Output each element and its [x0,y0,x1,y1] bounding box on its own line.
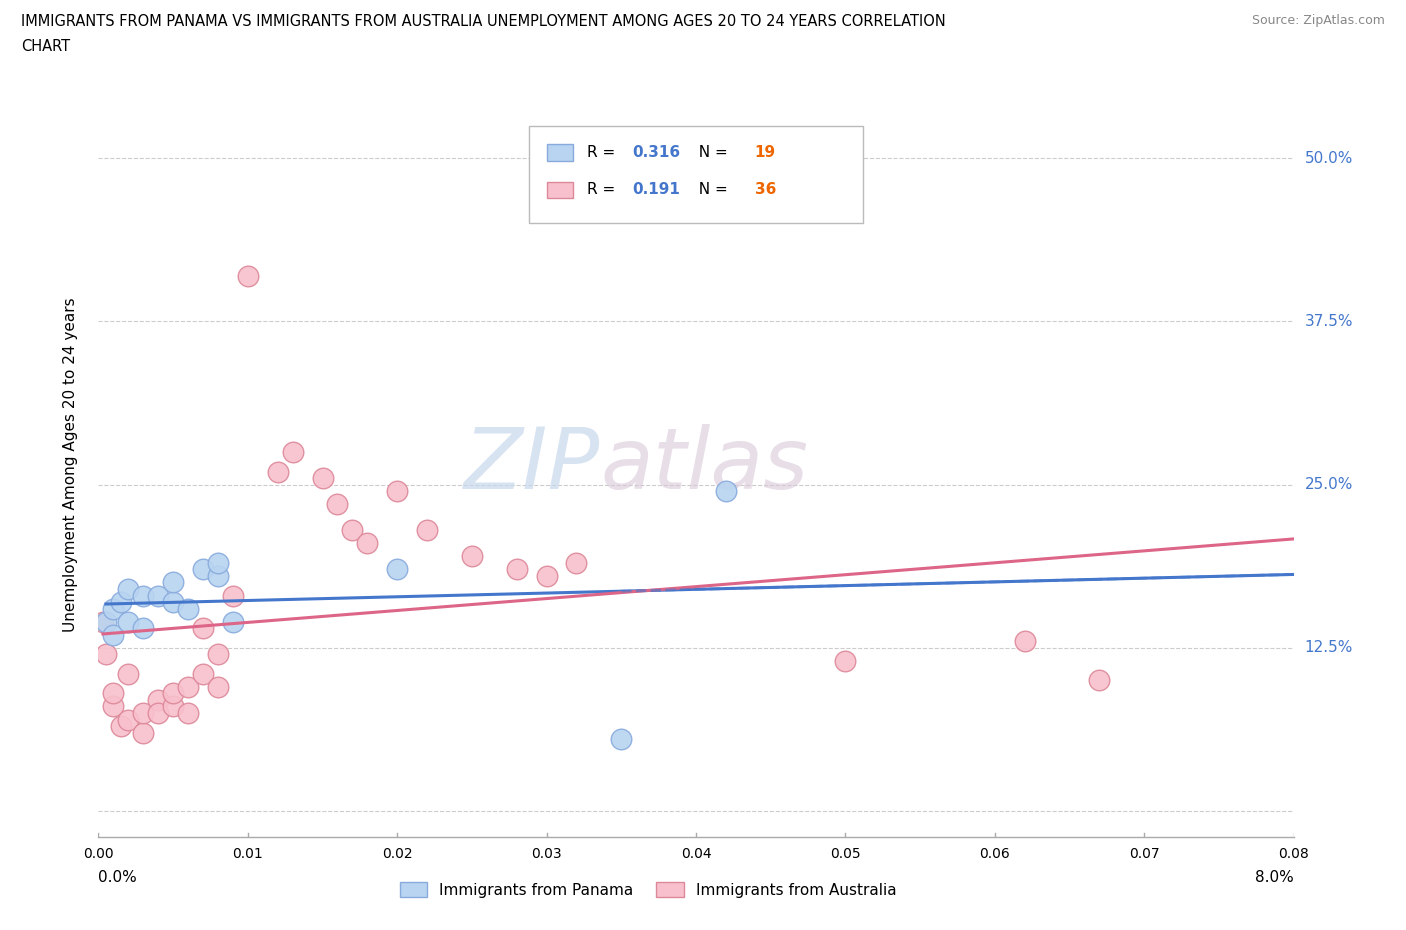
Point [356,536,378,551]
Point [610,732,633,747]
Point [191,620,214,635]
Point [103,601,125,616]
Text: 50.0%: 50.0% [1305,151,1353,166]
Point [281,445,304,459]
Text: ZIP: ZIP [464,423,600,507]
Point [326,497,349,512]
Point [207,680,229,695]
Bar [547,181,572,198]
Point [117,667,139,682]
Point [385,484,409,498]
Text: R =: R = [588,145,620,160]
Point [117,614,139,629]
Text: N =: N = [689,182,733,197]
Point [148,588,170,603]
Bar [547,144,572,161]
Text: 0.0%: 0.0% [98,870,138,884]
Point [536,568,558,583]
Text: IMMIGRANTS FROM PANAMA VS IMMIGRANTS FROM AUSTRALIA UNEMPLOYMENT AMONG AGES 20 T: IMMIGRANTS FROM PANAMA VS IMMIGRANTS FRO… [21,14,946,29]
Text: 36: 36 [755,182,776,197]
Point [191,562,214,577]
Text: 19: 19 [755,145,776,160]
Point [207,568,229,583]
Point [222,588,245,603]
Text: N =: N = [689,145,733,160]
Point [117,581,139,596]
Point [236,268,259,283]
FancyBboxPatch shape [529,126,863,223]
Point [103,699,125,714]
Point [1014,633,1036,648]
Text: R =: R = [588,182,620,197]
Point [416,523,439,538]
Point [191,667,214,682]
Point [132,620,155,635]
Point [207,555,229,570]
Text: 0.191: 0.191 [633,182,681,197]
Point [103,686,125,701]
Point [311,471,333,485]
Point [1088,673,1111,688]
Y-axis label: Unemployment Among Ages 20 to 24 years: Unemployment Among Ages 20 to 24 years [63,298,77,632]
Point [385,562,409,577]
Text: 0.316: 0.316 [633,145,681,160]
Point [91,614,114,629]
Point [132,725,155,740]
Point [117,712,139,727]
Point [177,680,200,695]
Point [162,575,184,590]
Legend: Immigrants from Panama, Immigrants from Australia: Immigrants from Panama, Immigrants from … [394,875,903,904]
Text: 37.5%: 37.5% [1305,314,1353,329]
Point [267,464,290,479]
Point [103,627,125,642]
Point [565,555,588,570]
Point [94,647,117,662]
Point [162,594,184,609]
Point [132,588,155,603]
Text: CHART: CHART [21,39,70,54]
Point [148,706,170,721]
Point [207,647,229,662]
Point [461,549,484,564]
Point [714,484,737,498]
Point [132,706,155,721]
Text: 25.0%: 25.0% [1305,477,1353,492]
Point [506,562,529,577]
Point [834,654,856,669]
Point [177,601,200,616]
Point [162,699,184,714]
Text: 12.5%: 12.5% [1305,640,1353,656]
Text: atlas: atlas [600,423,808,507]
Point [177,706,200,721]
Point [148,693,170,708]
Text: Source: ZipAtlas.com: Source: ZipAtlas.com [1251,14,1385,27]
Point [94,614,117,629]
Text: 8.0%: 8.0% [1254,870,1294,884]
Point [162,686,184,701]
Point [222,614,245,629]
Point [342,523,364,538]
Point [110,594,132,609]
Point [110,719,132,734]
